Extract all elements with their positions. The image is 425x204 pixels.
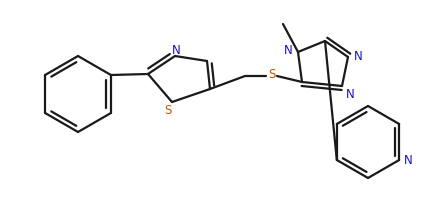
Text: N: N — [346, 88, 354, 101]
Text: S: S — [268, 67, 276, 80]
Text: N: N — [354, 49, 363, 62]
Text: N: N — [283, 44, 292, 57]
Text: N: N — [172, 43, 180, 56]
Text: S: S — [164, 104, 172, 117]
Text: N: N — [404, 154, 413, 167]
